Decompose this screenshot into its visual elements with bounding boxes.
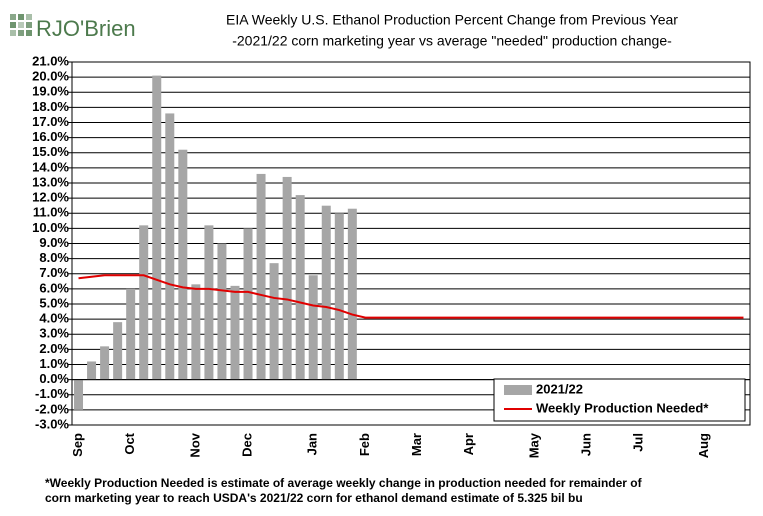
bar (152, 75, 162, 380)
bar (295, 195, 305, 380)
bar (139, 225, 149, 380)
bar (204, 225, 214, 380)
y-tick-label: 1.0% (39, 356, 69, 371)
x-tick-label: Aug (696, 433, 711, 458)
line (78, 274, 744, 319)
y-tick-label: -3.0% (35, 416, 69, 431)
y-tick-label: 3.0% (39, 326, 69, 341)
bar (243, 228, 253, 380)
y-tick-label: 17.0% (32, 114, 69, 129)
y-tick-label: 19.0% (32, 84, 69, 99)
y-tick-label: 13.0% (32, 174, 69, 189)
x-tick-label: Mar (409, 433, 424, 456)
x-tick-label: Dec (239, 433, 254, 457)
logo-icon (10, 14, 32, 36)
bar (126, 288, 136, 380)
x-tick-label: Sep (70, 433, 85, 457)
y-tick-label: 15.0% (32, 144, 69, 159)
legend-label: 2021/22 (536, 381, 583, 396)
legend-label: Weekly Production Needed* (536, 400, 709, 415)
y-tick-label: 14.0% (32, 159, 69, 174)
bar (217, 243, 227, 380)
x-tick-label: Oct (122, 432, 137, 454)
bar (113, 322, 123, 380)
bar (282, 176, 292, 380)
y-tick-label: 12.0% (32, 190, 69, 205)
y-tick-label: 5.0% (39, 295, 69, 310)
x-tick-label: Jul (631, 433, 646, 452)
bar (165, 113, 175, 380)
bar (230, 285, 240, 380)
bar (256, 173, 266, 380)
bar (178, 149, 188, 380)
y-tick-label: 18.0% (32, 99, 69, 114)
bar (347, 208, 357, 380)
x-tick-label: Nov (187, 432, 202, 457)
logo: RJO'Brien (36, 16, 136, 41)
x-tick-label: Jan (305, 433, 320, 455)
y-tick-label: 0.0% (39, 371, 69, 386)
bar (321, 205, 331, 380)
y-tick-label: 10.0% (32, 220, 69, 235)
x-tick-label: Jun (578, 433, 593, 456)
y-tick-label: 9.0% (39, 235, 69, 250)
chart-subtitle: -2021/22 corn marketing year vs average … (232, 33, 672, 49)
footnote: *Weekly Production Needed is estimate of… (45, 476, 643, 490)
bar (308, 275, 318, 380)
y-tick-label: 16.0% (32, 129, 69, 144)
y-tick-label: 8.0% (39, 250, 69, 265)
bar (334, 213, 344, 380)
bar (100, 346, 110, 380)
x-tick-label: May (526, 432, 541, 458)
chart-title: EIA Weekly U.S. Ethanol Production Perce… (226, 12, 678, 28)
x-tick-label: Feb (357, 433, 372, 456)
bar (269, 263, 279, 380)
y-tick-label: 7.0% (39, 265, 69, 280)
y-tick-label: 6.0% (39, 280, 69, 295)
bar (191, 284, 201, 380)
y-tick-label: -1.0% (35, 386, 69, 401)
y-tick-label: -2.0% (35, 401, 69, 416)
x-tick-label: Apr (461, 433, 476, 455)
legend-swatch (504, 385, 532, 395)
y-tick-label: 4.0% (39, 311, 69, 326)
bar (74, 379, 84, 410)
bar (87, 361, 97, 380)
y-tick-label: 21.0% (32, 53, 69, 68)
y-tick-label: 2.0% (39, 341, 69, 356)
y-tick-label: 20.0% (32, 69, 69, 84)
legend (493, 378, 746, 422)
footnote: corn marketing year to reach USDA's 2021… (45, 491, 583, 505)
y-tick-label: 11.0% (33, 205, 70, 220)
